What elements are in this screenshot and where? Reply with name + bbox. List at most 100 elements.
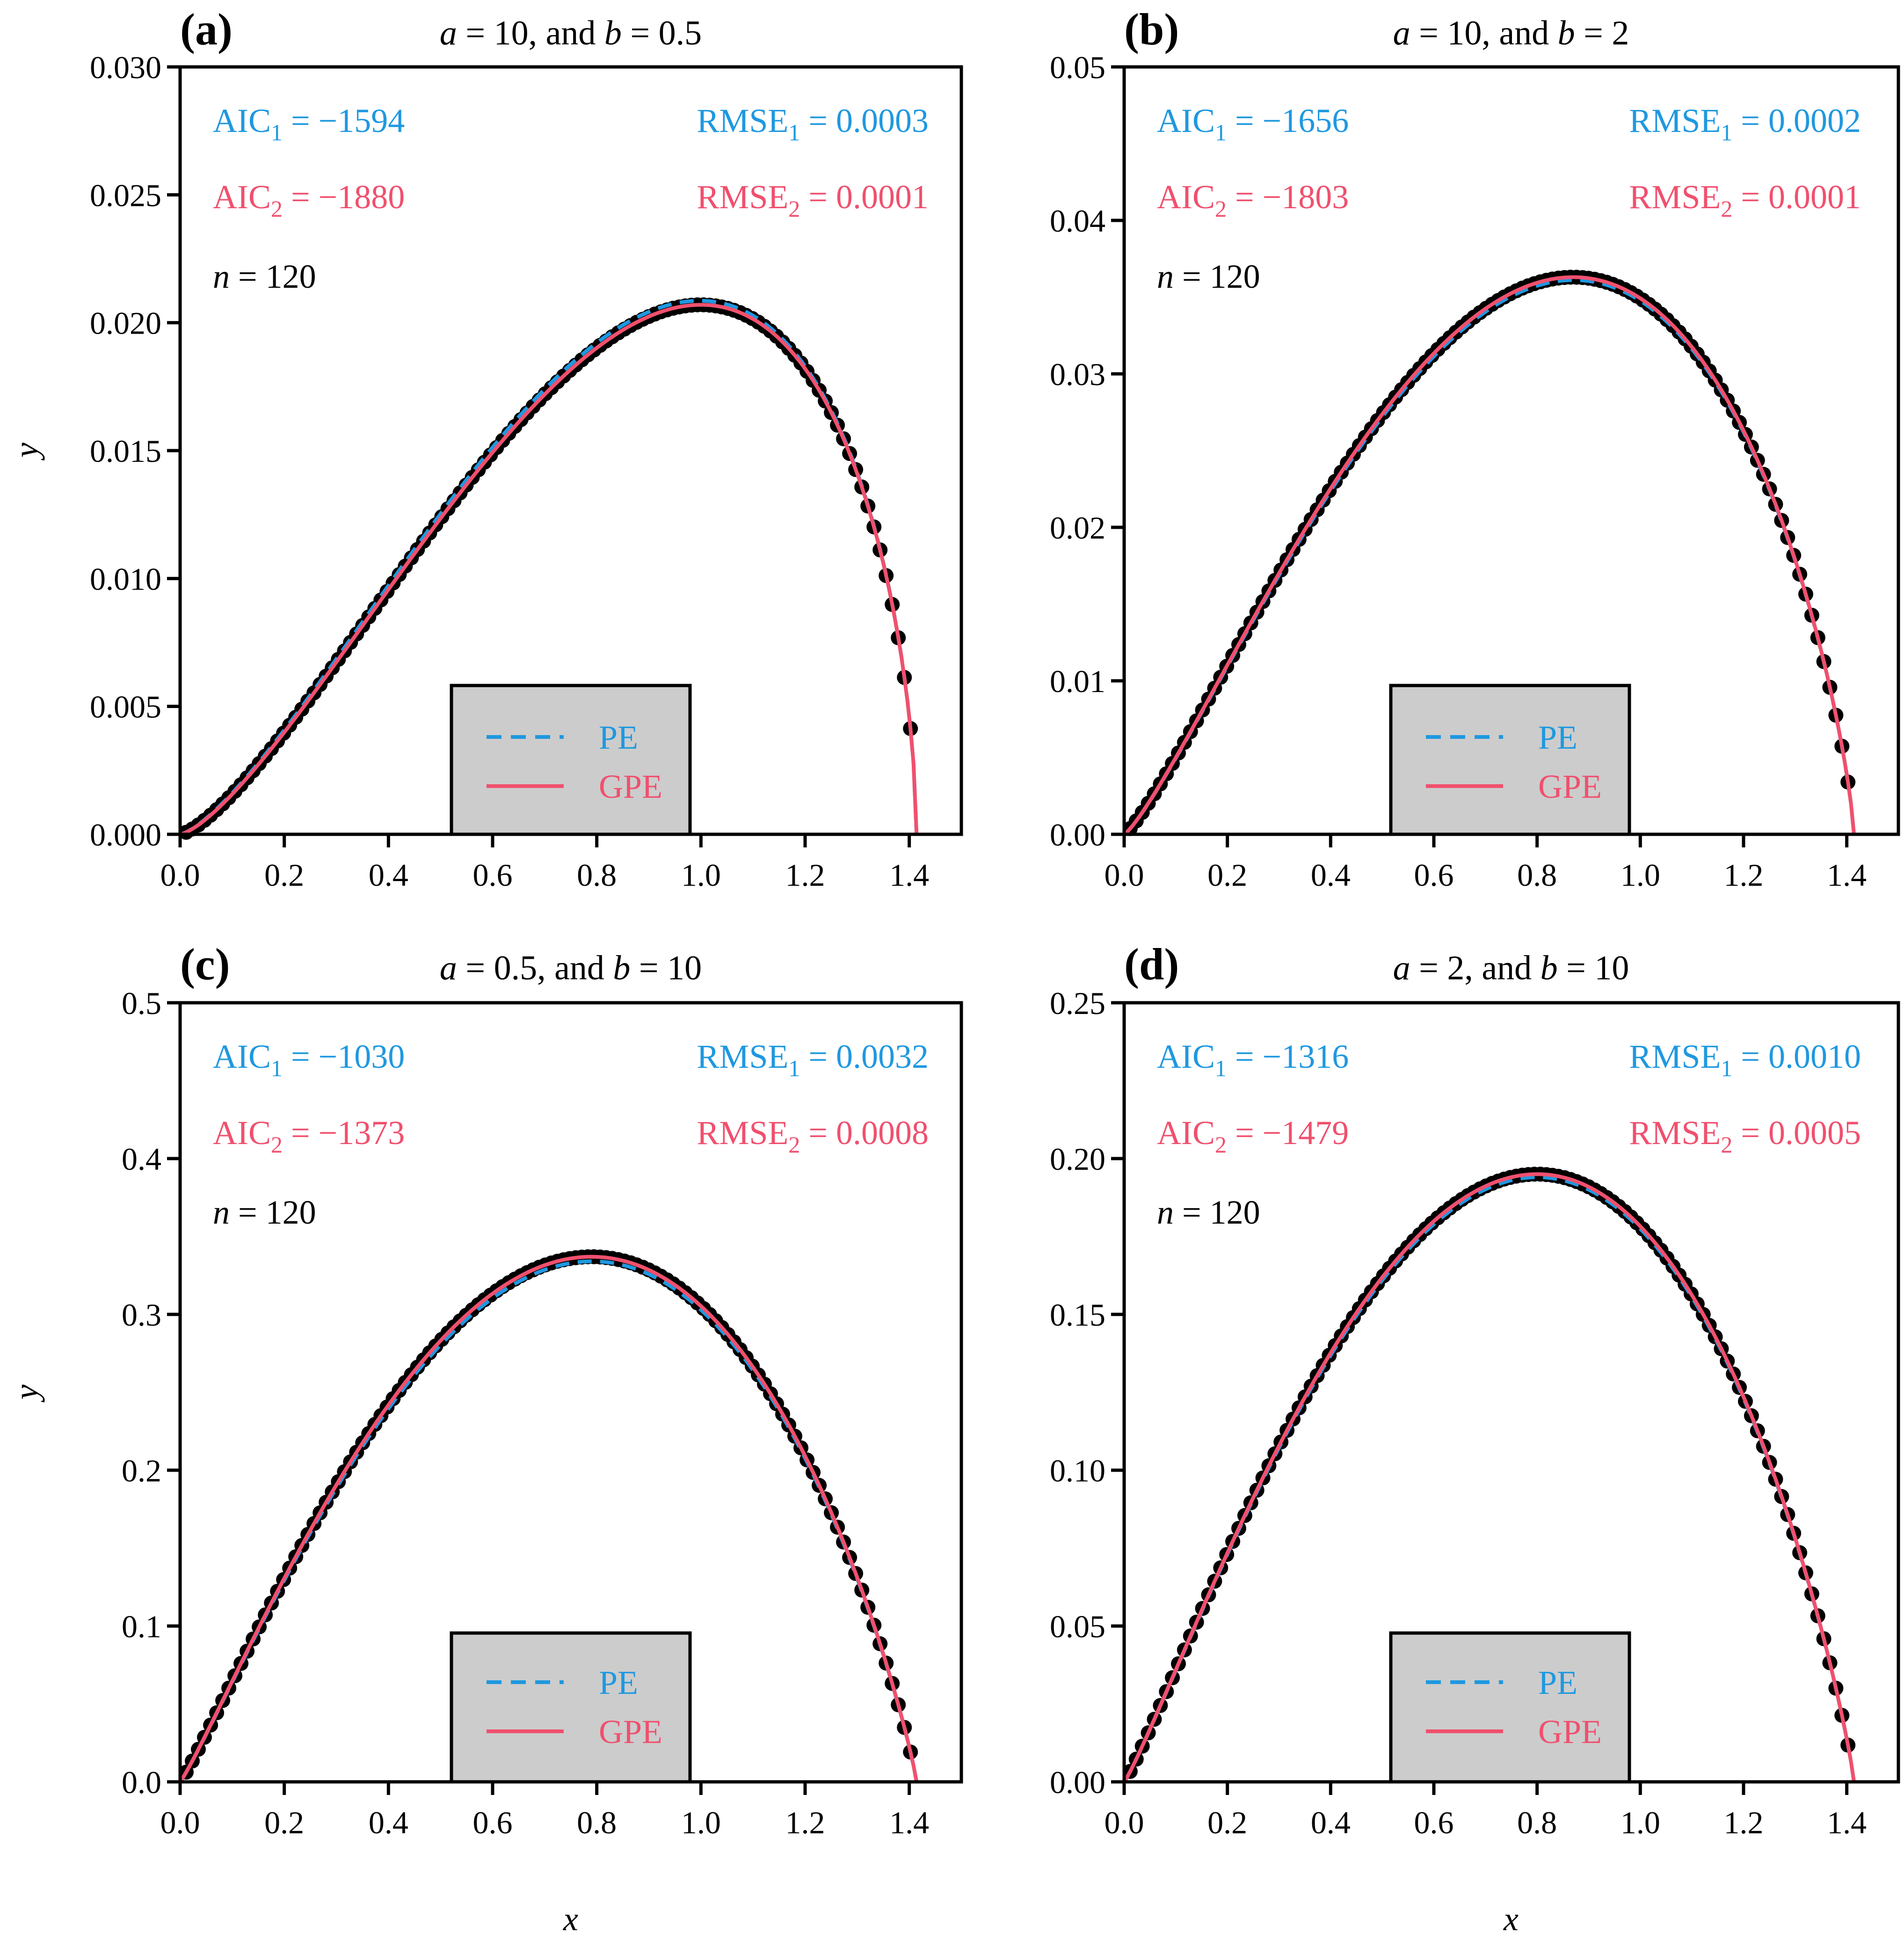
panel-b-y-tick-label: 0.04 (1050, 203, 1105, 239)
panel-c-y-tick-label: 0.2 (122, 1453, 161, 1488)
panel-c-y-tick-label: 0.4 (122, 1141, 161, 1177)
panel-b: 0.0 0.2 0.4 0.6 0.8 1.0 1.2 1.4 0.00 0.01 0.02 0.03… (1050, 4, 1900, 893)
panel-b-legend-box (1389, 684, 1631, 836)
panel-c-aic1: AIC1 = −1030 (213, 1038, 405, 1081)
panel-a-plot (179, 297, 919, 840)
panel-b-legend: PE GPE (1389, 684, 1631, 836)
panel-a-y-tick-label: 0.015 (90, 433, 161, 469)
panel-a: 0.0 0.2 0.4 0.6 0.8 1.0 1.2 1.4 0.000 0.005 0.010 0… (90, 4, 963, 893)
panel-c-gpe-curve (178, 1254, 919, 1783)
panel-d-y-tick-label: 0.20 (1050, 1141, 1105, 1177)
panel-c-plot (178, 1249, 919, 1783)
panel-a-label: (a) (180, 4, 233, 54)
panel-c-x-tick-label: 1.0 (681, 1805, 721, 1840)
x-axis-label-right: x (1503, 1900, 1519, 1938)
panel-c-x-tick-label: 1.4 (889, 1805, 929, 1840)
panel-d-x-tick-label: 1.2 (1724, 1805, 1764, 1840)
panel-c-n: n = 120 (213, 1194, 316, 1231)
panel-b-plot (1122, 270, 1856, 836)
panel-b-x-tick-label: 0.0 (1105, 857, 1144, 893)
panel-d-x-tick-label: 1.4 (1827, 1805, 1867, 1840)
panel-b-x-tick-label: 0.8 (1517, 857, 1557, 893)
panel-b-y-tick-label: 0.03 (1050, 357, 1105, 392)
panel-a-rmse1: RMSE1 = 0.0003 (697, 102, 929, 146)
panel-d-y-tick-label: 0.00 (1050, 1765, 1105, 1800)
panel-b-y-tick-label: 0.05 (1050, 50, 1105, 85)
panel-d-x-tick-label: 0.8 (1517, 1805, 1557, 1840)
panel-a-y-tick-label: 0.020 (90, 306, 161, 341)
panel-a-y-tick-label: 0.000 (90, 817, 161, 853)
panel-a-x-tick-label: 0.4 (369, 857, 408, 893)
panel-a-legend-gpe-label: GPE (599, 768, 662, 805)
x-axis-label-left: x (563, 1900, 578, 1938)
panel-d-aic1: AIC1 = −1316 (1157, 1038, 1349, 1081)
panel-d-legend: PE GPE (1389, 1631, 1631, 1784)
panel-a-aic1: AIC1 = −1594 (213, 102, 405, 146)
panel-d-aic2: AIC2 = −1479 (1157, 1114, 1349, 1158)
panel-b-aic1: AIC1 = −1656 (1157, 102, 1349, 146)
panel-c-x-tick-label: 0.8 (577, 1805, 617, 1840)
panel-c-y-tick-label: 0.0 (122, 1765, 161, 1800)
panel-c-legend-pe-label: PE (599, 1664, 638, 1701)
panel-a-aic2: AIC2 = −1880 (213, 178, 405, 222)
panel-b-legend-gpe-label: GPE (1538, 768, 1602, 805)
panel-b-rmse2: RMSE2 = 0.0001 (1629, 178, 1861, 222)
panel-c-label: (c) (180, 939, 230, 989)
panel-b-x-tick-label: 1.2 (1724, 857, 1764, 893)
panel-a-ticks: 0.0 0.2 0.4 0.6 0.8 1.0 1.2 1.4 0.000 0.005 0.010 0… (90, 50, 929, 893)
y-axis-label-top: y (7, 443, 45, 461)
panel-b-ticks: 0.0 0.2 0.4 0.6 0.8 1.0 1.2 1.4 0.00 0.01 0.02 0.03… (1050, 50, 1867, 893)
panel-c-rmse2: RMSE2 = 0.0008 (697, 1114, 929, 1158)
panel-b-x-tick-label: 1.0 (1621, 857, 1660, 893)
panel-c-x-tick-label: 0.4 (369, 1805, 408, 1840)
panel-a-rmse2: RMSE2 = 0.0001 (697, 178, 929, 222)
panel-c-aic2: AIC2 = −1373 (213, 1114, 405, 1158)
panel-a-x-tick-label: 1.2 (785, 857, 825, 893)
panel-d-y-tick-label: 0.15 (1050, 1297, 1105, 1333)
panel-d-x-tick-label: 0.0 (1105, 1805, 1144, 1840)
panel-c-x-tick-label: 0.6 (473, 1805, 513, 1840)
panel-d-y-tick-label: 0.10 (1050, 1453, 1105, 1488)
panel-c-legend-box (450, 1631, 692, 1784)
panel-a-y-tick-label: 0.025 (90, 177, 161, 213)
panel-a-legend-box (450, 684, 692, 836)
panel-b-x-tick-label: 0.2 (1207, 857, 1247, 893)
panel-c-legend-gpe-label: GPE (599, 1713, 662, 1750)
panel-d-label: (d) (1124, 939, 1179, 989)
panel-d-ticks: 0.0 0.2 0.4 0.6 0.8 1.0 1.2 1.4 0.00 0.05 0.10 0.15… (1050, 985, 1867, 1840)
panel-b-y-tick-label: 0.02 (1050, 510, 1105, 546)
panel-c-y-tick-label: 0.1 (122, 1609, 161, 1644)
panel-d-gpe-curve (1122, 1172, 1856, 1783)
panel-a-title: a = 10, and b = 0.5 (440, 14, 702, 52)
panel-a-x-tick-label: 0.2 (264, 857, 304, 893)
panel-d: 0.0 0.2 0.4 0.6 0.8 1.0 1.2 1.4 0.00 0.05 0.10 0.15… (1050, 939, 1900, 1840)
panel-a-x-tick-label: 0.6 (473, 857, 513, 893)
panel-d-x-tick-label: 0.2 (1207, 1805, 1247, 1840)
panel-d-title: a = 2, and b = 10 (1393, 949, 1629, 987)
panel-b-n: n = 120 (1157, 258, 1260, 295)
panel-b-x-tick-label: 1.4 (1827, 857, 1867, 893)
panel-d-legend-box (1389, 1631, 1631, 1784)
panel-d-x-tick-label: 0.4 (1311, 1805, 1351, 1840)
panel-a-y-tick-label: 0.005 (90, 689, 161, 725)
panel-c-legend: PE GPE (450, 1631, 692, 1784)
panel-a-legend: PE GPE (450, 684, 692, 836)
panel-c-x-tick-label: 0.0 (160, 1805, 200, 1840)
panel-d-rmse1: RMSE1 = 0.0010 (1629, 1038, 1861, 1081)
panel-d-y-tick-label: 0.05 (1050, 1609, 1105, 1644)
panel-a-x-tick-label: 0.0 (160, 857, 200, 893)
panel-d-x-tick-label: 1.0 (1621, 1805, 1660, 1840)
panel-a-legend-pe-label: PE (599, 719, 638, 756)
panel-b-legend-pe-label: PE (1538, 719, 1577, 756)
panel-b-y-tick-label: 0.00 (1050, 817, 1105, 853)
panel-d-legend-pe-label: PE (1538, 1664, 1577, 1701)
panel-c: 0.0 0.2 0.4 0.6 0.8 1.0 1.2 1.4 0.0 0.1 0.2 0.3 0.4 0… (122, 939, 963, 1840)
panel-a-y-tick-label: 0.010 (90, 561, 161, 597)
panel-a-n: n = 120 (213, 258, 316, 295)
panel-d-rmse2: RMSE2 = 0.0005 (1629, 1114, 1861, 1158)
panel-d-y-tick-label: 0.25 (1050, 985, 1105, 1021)
panel-d-legend-gpe-label: GPE (1538, 1713, 1602, 1750)
panel-c-title: a = 0.5, and b = 10 (440, 949, 702, 987)
panel-a-y-tick-label: 0.030 (90, 50, 161, 85)
